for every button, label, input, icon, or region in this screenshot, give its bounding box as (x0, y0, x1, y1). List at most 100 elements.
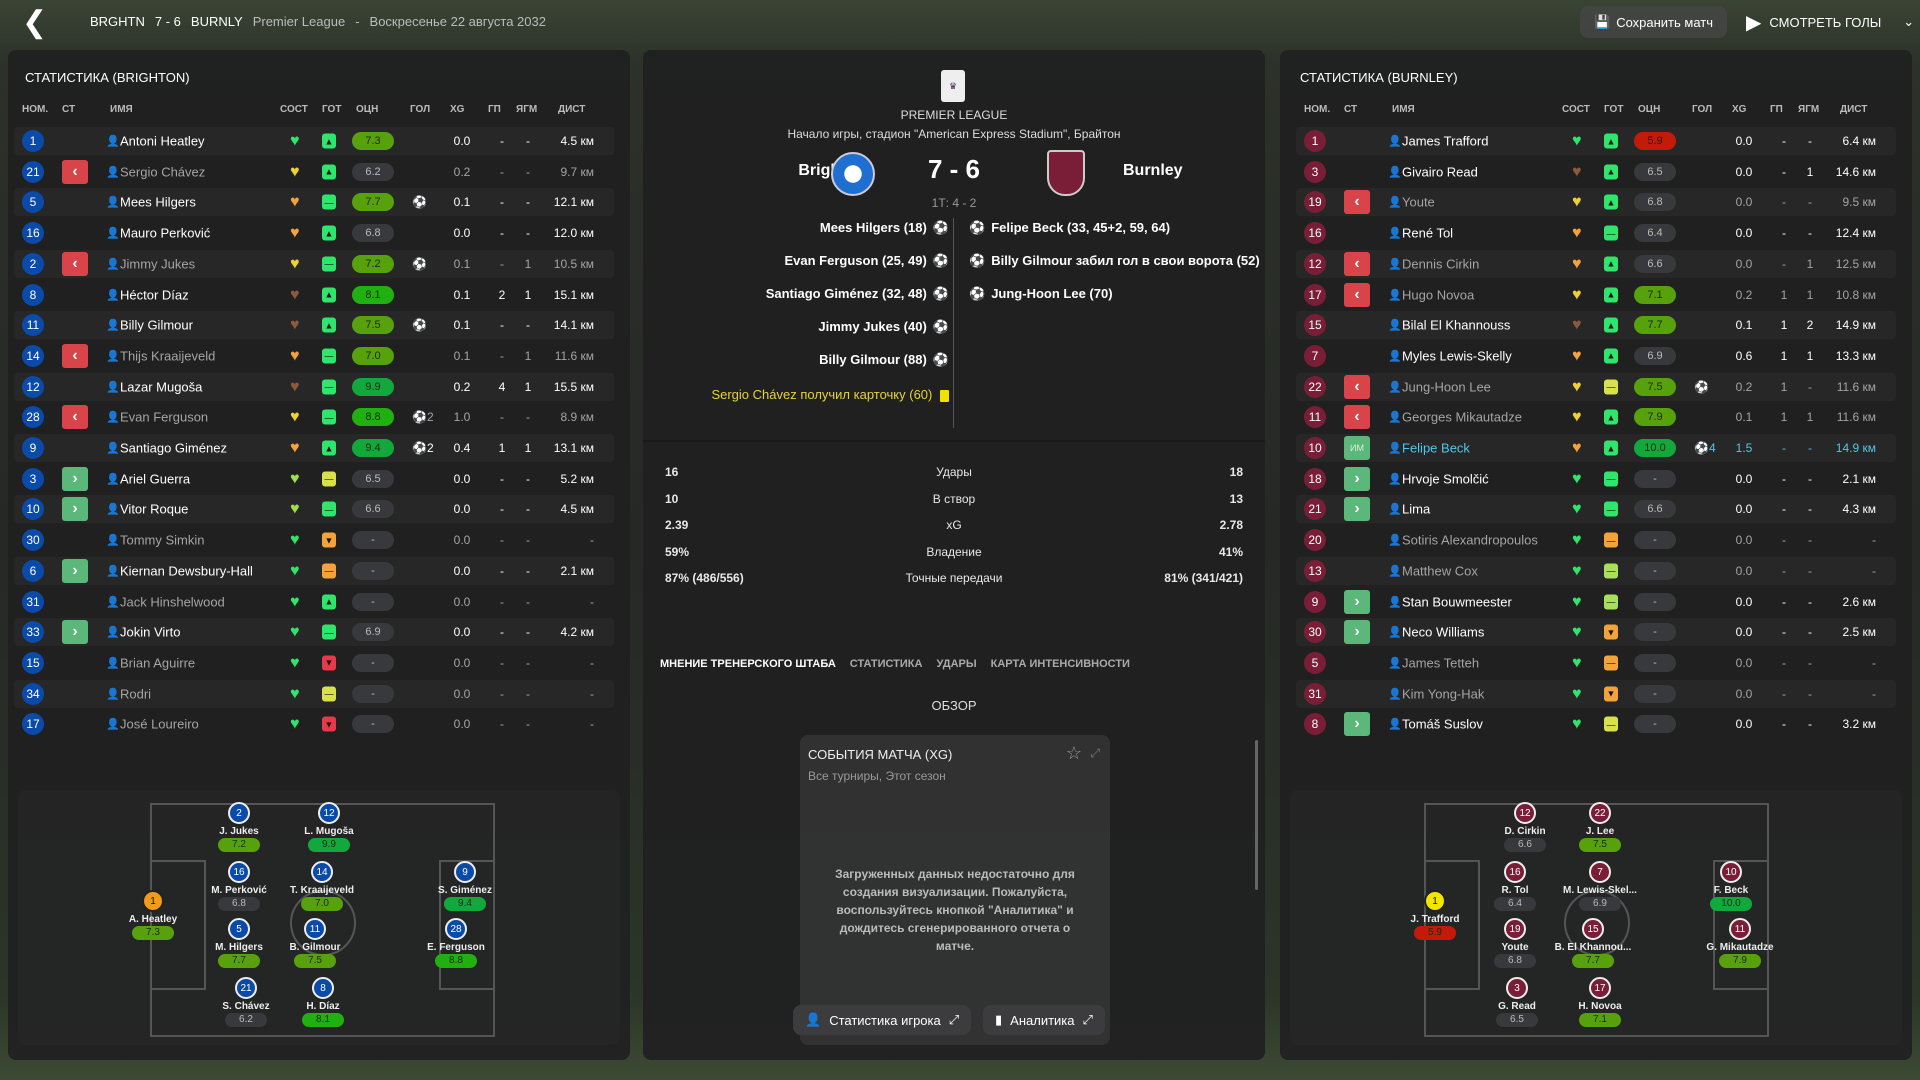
player-name[interactable]: Brian Aguirre (120, 655, 196, 671)
column-header-gp[interactable]: ГП (1770, 104, 1783, 115)
tab-staff-opinion[interactable]: МНЕНИЕ ТРЕНЕРСКОГО ШТАБА (660, 658, 836, 670)
table-row[interactable]: 31 👤 Kim Yong-Hak ♥ ▼ -0.0- - - (1296, 680, 1896, 708)
tab-statistics[interactable]: СТАТИСТИКА (849, 658, 923, 670)
player-name[interactable]: Kiernan Dewsbury-Hall (120, 563, 253, 579)
table-row[interactable]: 6 › 👤 Kiernan Dewsbury-Hall ♥ — -0.0- -2.1 км (14, 557, 614, 585)
lineup-player[interactable]: 9 S. Giménez 9.4 (425, 861, 505, 911)
table-row[interactable]: 10 ИМ 👤 Felipe Beck ♥ ▲ 10.0 ⚽4 1.5 - - 14.9 км (1296, 434, 1896, 462)
player-name[interactable]: Georges Mikautadze (1402, 409, 1522, 425)
table-row[interactable]: 30 › 👤 Neco Williams ♥ ▼ -0.0- -2.5 км (1296, 618, 1896, 646)
player-name[interactable]: Youte (1402, 194, 1435, 210)
player-name[interactable]: Mees Hilgers (120, 194, 196, 210)
table-row[interactable]: 17 ‹ 👤 Hugo Novoa ♥ ▲ 7.1 0.2 1 1 10.8 км (1296, 281, 1896, 309)
table-row[interactable]: 2 ‹ 👤 Jimmy Jukes ♥ — 7.2 ⚽ 0.1 - 1 10.5 км (14, 250, 614, 278)
table-row[interactable]: 3 › 👤 Ariel Guerra ♥ — 6.5 0.0 - - 5.2 км (14, 465, 614, 493)
player-name[interactable]: Ariel Guerra (120, 471, 191, 487)
lineup-player[interactable]: 1 J. Trafford 5.9 (1395, 890, 1475, 940)
table-row[interactable]: 8 👤 Héctor Díaz ♥ ▲ 8.1 0.1 2 1 15.1 км (14, 281, 614, 309)
player-name[interactable]: Lima (1402, 501, 1431, 517)
table-row[interactable]: 21 › 👤 Lima ♥ — 6.6 0.0 - - 4.3 км (1296, 495, 1896, 523)
player-name[interactable]: Jimmy Jukes (120, 256, 196, 272)
player-name[interactable]: Hugo Novoa (1402, 287, 1475, 302)
lineup-player[interactable]: 11 G. Mikautadze 7.9 (1700, 918, 1780, 968)
lineup-player[interactable]: 21 S. Chávez 6.2 (206, 977, 286, 1027)
column-header-name[interactable]: ИМЯ (110, 104, 133, 115)
column-header-rating[interactable]: ОЦН (356, 104, 379, 115)
table-row[interactable]: 14 ‹ 👤 Thijs Kraaijeveld ♥ — 7.0 0.1 - 1 11.6 км (14, 342, 614, 370)
player-name[interactable]: Thijs Kraaijeveld (120, 348, 216, 364)
lineup-player[interactable]: 11 B. Gilmour 7.5 (275, 918, 355, 968)
star-icon[interactable]: ☆ (1065, 743, 1082, 763)
player-name[interactable]: Stan Bouwmeester (1402, 594, 1512, 609)
player-name[interactable]: Billy Gilmour (120, 317, 193, 333)
column-header-num[interactable]: НОМ. (22, 104, 49, 115)
table-row[interactable]: 31 👤 Jack Hinshelwood ♥ ▲ - 0.0 - - - (14, 588, 614, 616)
table-row[interactable]: 8 › 👤 Tomáš Suslov ♥ — -0.0- -3.2 км (1296, 710, 1896, 738)
player-stats-button[interactable]: 👤 Статистика игрока ⤢ (793, 1005, 972, 1035)
back-arrow-icon[interactable]: ❮ (22, 6, 48, 39)
player-name[interactable]: Felipe Beck (1402, 440, 1470, 456)
player-name[interactable]: Santiago Giménez (120, 440, 227, 456)
column-header-cond[interactable]: СОСТ (1562, 104, 1590, 115)
player-name[interactable]: José Loureiro (120, 716, 199, 732)
column-header-ready[interactable]: ГОТ (1604, 104, 1624, 115)
lineup-player[interactable]: 12 D. Cirkin 6.6 (1485, 802, 1565, 852)
column-header-st[interactable]: СТ (1344, 104, 1358, 115)
lineup-player[interactable]: 22 J. Lee 7.5 (1560, 802, 1640, 852)
lineup-player[interactable]: 14 T. Kraaijeveld 7.0 (282, 861, 362, 911)
player-name[interactable]: Tommy Simkin (120, 532, 205, 548)
lineup-player[interactable]: 10 F. Beck 10.0 (1691, 861, 1771, 911)
lineup-player[interactable]: 15 B. El Khannou... 7.7 (1553, 918, 1633, 968)
lineup-player[interactable]: 5 M. Hilgers 7.7 (199, 918, 279, 968)
player-name[interactable]: Jung-Hoon Lee (1402, 379, 1491, 395)
lineup-player[interactable]: 17 H. Novoa 7.1 (1560, 977, 1640, 1027)
player-name[interactable]: Sergio Chávez (120, 164, 206, 180)
column-header-dist[interactable]: ДИСТ (558, 104, 586, 115)
save-match-button[interactable]: 💾 Сохранить матч (1580, 6, 1728, 38)
player-name[interactable]: Kim Yong-Hak (1402, 686, 1485, 702)
table-row[interactable]: 1 👤 Antoni Heatley ♥ ▲ 7.3 0.0 - - 4.5 км (14, 127, 614, 155)
table-row[interactable]: 12 ‹ 👤 Dennis Cirkin ♥ ▲ 6.6 0.0 - 1 12.5 км (1296, 250, 1896, 278)
analytics-button[interactable]: ▮ Аналитика ⤢ (983, 1005, 1105, 1035)
player-name[interactable]: Evan Ferguson (120, 409, 209, 425)
column-header-goals[interactable]: ГОЛ (1692, 104, 1713, 115)
column-header-gp[interactable]: ГП (488, 104, 501, 115)
table-row[interactable]: 21 ‹ 👤 Sergio Chávez ♥ ▲ 6.2 0.2 - - 9.7 км (14, 158, 614, 186)
lineup-player[interactable]: 8 H. Díaz 8.1 (283, 977, 363, 1027)
lineup-player[interactable]: 16 R. Tol 6.4 (1475, 861, 1555, 911)
player-name[interactable]: Myles Lewis-Skelly (1402, 348, 1512, 364)
table-row[interactable]: 9 › 👤 Stan Bouwmeester ♥ — - 0.0 - - 2.6 км (1296, 588, 1896, 616)
player-name[interactable]: Jack Hinshelwood (120, 594, 225, 609)
table-row[interactable]: 33 › 👤 Jokin Virto ♥ — 6.9 0.0 - - 4.2 км (14, 618, 614, 646)
lineup-player[interactable]: 19 Youte 6.8 (1475, 918, 1555, 968)
chevron-down-icon[interactable]: ⌄ (1903, 14, 1915, 29)
column-header-st[interactable]: СТ (62, 104, 76, 115)
table-row[interactable]: 5 👤 Mees Hilgers ♥ — 7.7 ⚽ 0.1 - - 12.1 км (14, 188, 614, 216)
lineup-player[interactable]: 3 G. Read 6.5 (1477, 977, 1557, 1027)
player-name[interactable]: Jokin Virto (120, 624, 181, 640)
table-row[interactable]: 16 👤 René Tol ♥ — 6.4 0.0 - - 12.4 км (1296, 219, 1896, 247)
column-header-xg[interactable]: XG (450, 104, 465, 115)
tab-heatmap[interactable]: КАРТА ИНТЕНСИВНОСТИ (990, 658, 1130, 670)
column-header-goals[interactable]: ГОЛ (410, 104, 431, 115)
table-row[interactable]: 7 👤 Myles Lewis-Skelly ♥ ▲ 6.9 0.6 1 1 13.3 км (1296, 342, 1896, 370)
table-row[interactable]: 19 ‹ 👤 Youte ♥ ▲ 6.8 0.0 - - 9.5 км (1296, 188, 1896, 216)
column-header-ygm[interactable]: ЯГМ (516, 104, 538, 115)
column-header-xg[interactable]: XG (1732, 104, 1747, 115)
table-row[interactable]: 34 👤 Rodri ♥ — -0.0- - - (14, 680, 614, 708)
table-row[interactable]: 18 › 👤 Hrvoje Smolčić ♥ — -0.0- -2.1 км (1296, 465, 1896, 493)
tab-shots[interactable]: УДАРЫ (936, 658, 977, 670)
table-row[interactable]: 16 👤 Mauro Perković ♥ ▲ 6.8 0.0 - - 12.0 км (14, 219, 614, 247)
expand-icon[interactable]: ⤢ (1090, 746, 1100, 760)
table-row[interactable]: 13 👤 Matthew Cox ♥ — -0.0- - - (1296, 557, 1896, 585)
player-name[interactable]: Givairo Read (1402, 164, 1478, 180)
player-name[interactable]: Rodri (120, 686, 152, 702)
lineup-player[interactable]: 2 J. Jukes 7.2 (199, 802, 279, 852)
table-row[interactable]: 30 👤 Tommy Simkin ♥ ▼ -0.0- - - (14, 526, 614, 554)
table-row[interactable]: 5 👤 James Tetteh ♥ — -0.0- - - (1296, 649, 1896, 677)
table-row[interactable]: 22 ‹ 👤 Jung-Hoon Lee ♥ — 7.5 ⚽ 0.2 1 - 11.6 км (1296, 373, 1896, 401)
player-name[interactable]: Bilal El Khannouss (1402, 317, 1511, 333)
table-row[interactable]: 28 ‹ 👤 Evan Ferguson ♥ — 8.8 ⚽2 1.0 - - 8.9 км (14, 403, 614, 431)
away-team-name[interactable]: Burnley (1123, 162, 1183, 179)
player-name[interactable]: Vitor Roque (120, 501, 189, 517)
